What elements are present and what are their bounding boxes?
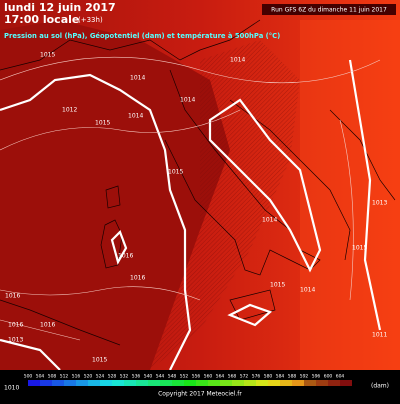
isobar-label: 1013: [372, 200, 387, 207]
colorbar-tick-label: 584: [276, 374, 285, 380]
colorbar-cell: [292, 380, 304, 386]
colorbar-tick-label: 536: [132, 374, 141, 380]
isobar-label: 1015: [40, 52, 55, 59]
isobar-labels: 1015 1014 1014 1012 1015 1014 1014 1015 1016 1016…: [5, 52, 387, 364]
time: 17:00 locale: [4, 13, 79, 26]
colorbar-tick-label: 516: [72, 374, 81, 380]
isobars: [0, 56, 381, 341]
run: Run GFS 6Z du dimanche 11 juin 2017: [271, 7, 387, 14]
colorbar-cell: [268, 380, 280, 386]
colorbar-cell: [112, 380, 124, 386]
colorbar-tick-label: 544: [156, 374, 165, 380]
colorbar-cell: [184, 380, 196, 386]
colorbar-cell: [148, 380, 160, 386]
colorbar-cell: [208, 380, 220, 386]
colorbar-cell: [28, 380, 40, 386]
colorbar: 500 504 508 512 516 520 524 528 532 536 540 544 548 5…: [24, 374, 352, 386]
isobar-label: 1015: [95, 120, 110, 127]
isobar-label: 1015: [270, 282, 285, 289]
colorbar-cell: [220, 380, 232, 386]
colorbar-cell: [52, 380, 64, 386]
colorbar-tick-label: 564: [216, 374, 225, 380]
isobar-label: 1016: [8, 322, 23, 329]
colorbar-cell: [316, 380, 328, 386]
colorbar-tick-label: 524: [96, 374, 105, 380]
colorbar-cell: [232, 380, 244, 386]
isobar-label: 1016: [118, 253, 133, 260]
isobar-label: 1015: [168, 169, 183, 176]
isobar-label: 1012: [62, 107, 77, 114]
colorbar-cell: [160, 380, 172, 386]
colorbar-cell: [328, 380, 340, 386]
colorbar-cell: [196, 380, 208, 386]
colorbar-tick-label: 588: [288, 374, 297, 380]
colorbar-tick-label: 576: [252, 374, 261, 380]
isobar-label: 1016: [40, 322, 55, 329]
colorbar-tick-label: 528: [108, 374, 117, 380]
run-box: [262, 4, 396, 15]
coastlines: [0, 19, 396, 346]
colorbar-cell: [124, 380, 136, 386]
isobar-label: 1014: [230, 57, 245, 64]
colorbar-tick-label: 540: [144, 374, 153, 380]
isobar-label: 1013: [8, 337, 23, 344]
copyright: Copyright 2017 Meteociel.fr: [158, 391, 242, 398]
colorbar-tick-label: 556: [192, 374, 201, 380]
isobar-label: 1016: [5, 293, 20, 300]
isobar-label: 1016: [130, 275, 145, 282]
colorbar-tick-label: 548: [168, 374, 177, 380]
colorbar-tick-label: 592: [300, 374, 309, 380]
colorbar-unit: (dam): [371, 383, 389, 390]
colorbar-tick-label: 568: [228, 374, 237, 380]
colorbar-cell: [64, 380, 76, 386]
colorbar-tick-label: 560: [204, 374, 213, 380]
colorbar-tick-label: 596: [312, 374, 321, 380]
warm-region: [300, 20, 400, 370]
isobar-label: 1015: [352, 245, 367, 252]
lead: (+33h): [78, 16, 103, 24]
colorbar-cell: [76, 380, 88, 386]
isobar-label: 1014: [300, 287, 315, 294]
subtitle: Pression au sol (hPa), Géopotentiel (dam…: [4, 32, 280, 40]
colorbar-cell: [244, 380, 256, 386]
isobar-label: 1011: [372, 332, 387, 339]
colorbar-cell: [304, 380, 316, 386]
colorbar-cell: [340, 380, 352, 386]
colorbar-tick-label: 512: [60, 374, 69, 380]
isobar-label: 1014: [130, 75, 145, 82]
colorbar-tick-label: 600: [324, 374, 333, 380]
isobar-label: 1015: [92, 357, 107, 364]
colorbar-tick-label: 532: [120, 374, 129, 380]
isobar-label: 1014: [180, 97, 195, 104]
colorbar-left-label: 1010: [4, 385, 19, 392]
colorbar-tick-label: 572: [240, 374, 249, 380]
colorbar-tick-label: 520: [84, 374, 93, 380]
colorbar-tick-label: 508: [48, 374, 57, 380]
geopotential-contours: [0, 59, 382, 371]
colorbar-cell: [88, 380, 100, 386]
colorbar-cell: [280, 380, 292, 386]
colorbar-cell: [172, 380, 184, 386]
colorbar-cell: [40, 380, 52, 386]
hatched-region: [150, 40, 300, 370]
colorbar-tick-label: 500: [24, 374, 33, 380]
colorbar-tick-label: 504: [36, 374, 45, 380]
colorbar-cell: [100, 380, 112, 386]
colorbar-cell: [256, 380, 268, 386]
isobar-label: 1014: [128, 113, 143, 120]
colorbar-tick-label: 604: [336, 374, 345, 380]
date: lundi 12 juin 2017: [4, 1, 116, 14]
colorbar-tick-label: 552: [180, 374, 189, 380]
isobar-label: 1014: [262, 217, 277, 224]
colorbar-cell: [136, 380, 148, 386]
colorbar-tick-label: 580: [264, 374, 273, 380]
cold-region: [0, 20, 230, 370]
